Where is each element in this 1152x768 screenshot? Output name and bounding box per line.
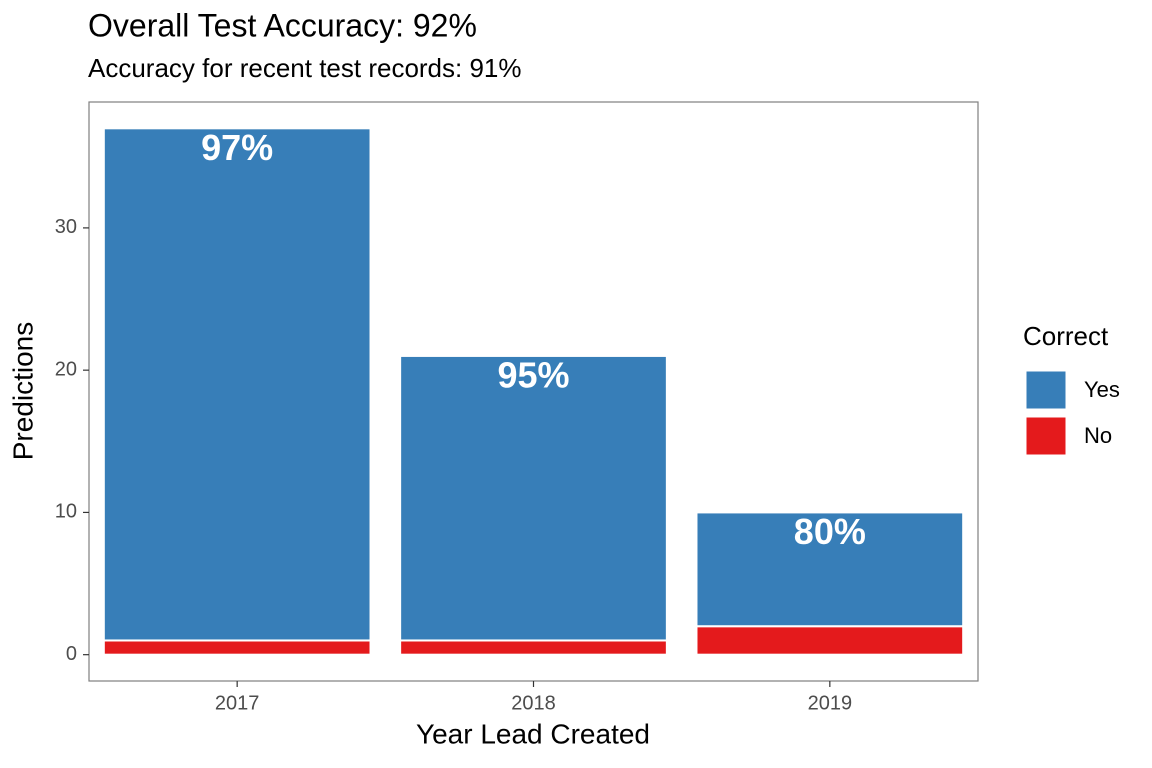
x-axis-title: Year Lead Created bbox=[416, 718, 650, 749]
bar-label: 95% bbox=[497, 354, 569, 395]
y-tick-label: 20 bbox=[55, 358, 77, 380]
bar-segment bbox=[399, 354, 668, 642]
bar-segment bbox=[102, 127, 372, 642]
chart-title: Overall Test Accuracy: 92% bbox=[88, 7, 477, 43]
x-tick-label: 2018 bbox=[511, 692, 556, 714]
legend-title: Correct bbox=[1023, 321, 1109, 351]
bar-segment bbox=[102, 639, 372, 656]
legend-label: No bbox=[1084, 423, 1112, 448]
bar-segment bbox=[695, 625, 965, 656]
y-tick-label: 0 bbox=[66, 643, 77, 665]
bar-label: 97% bbox=[201, 127, 273, 168]
bar-label: 80% bbox=[794, 511, 866, 552]
legend-key bbox=[1025, 370, 1067, 410]
y-axis-title: Predictions bbox=[7, 322, 38, 461]
y-tick-label: 10 bbox=[55, 501, 77, 523]
x-tick-label: 2019 bbox=[808, 692, 853, 714]
legend-label: Yes bbox=[1084, 377, 1120, 402]
bar-segment bbox=[399, 639, 668, 656]
chart-subtitle: Accuracy for recent test records: 91% bbox=[88, 53, 522, 83]
x-tick-label: 2017 bbox=[215, 692, 260, 714]
legend-key bbox=[1025, 416, 1067, 456]
bar-segment bbox=[695, 511, 965, 628]
y-tick-label: 30 bbox=[55, 216, 77, 238]
